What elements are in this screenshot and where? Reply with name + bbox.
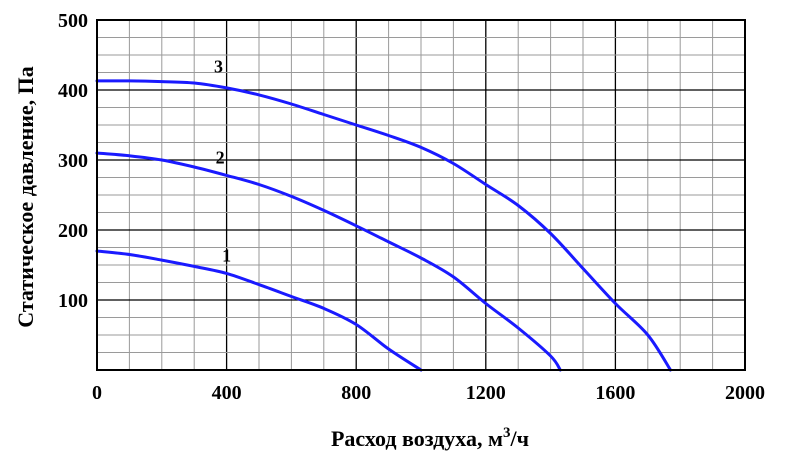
plot-frame: [96, 19, 746, 371]
x-tick-label: 0: [92, 382, 102, 404]
x-tick-label: 2000: [725, 382, 765, 404]
curve-label-2: 2: [216, 148, 225, 168]
y-tick-label: 400: [58, 80, 88, 102]
y-tick-label: 100: [58, 290, 88, 312]
y-tick-label: 200: [58, 220, 88, 242]
x-tick-label: 400: [212, 382, 242, 404]
y-axis-title: Статическое давление, Па: [13, 66, 38, 328]
series-line-2: [95, 151, 562, 372]
tick-labels: 0 400 800 1200 1600 2000 100 200 300 400 500: [58, 10, 765, 404]
series-line-3: [95, 79, 672, 372]
curve-labels: 1 2 3: [214, 57, 231, 266]
x-tick-label: 1600: [595, 382, 635, 404]
curve-label-3: 3: [214, 57, 223, 77]
series-lines: [95, 79, 672, 372]
x-tick-label: 800: [341, 382, 371, 404]
grid: [96, 19, 746, 371]
series-line-1: [95, 249, 423, 372]
y-tick-label: 500: [58, 10, 88, 32]
curve-label-1: 1: [222, 246, 231, 266]
x-axis-title: Расход воздуха, м3/ч: [331, 425, 529, 451]
y-tick-label: 300: [58, 150, 88, 172]
x-tick-label: 1200: [466, 382, 506, 404]
